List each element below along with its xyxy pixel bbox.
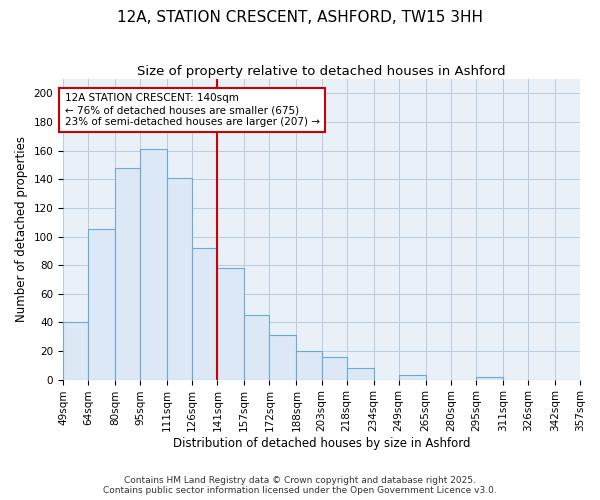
Bar: [88, 230, 115, 380]
Text: 12A, STATION CRESCENT, ASHFORD, TW15 3HH: 12A, STATION CRESCENT, ASHFORD, TW15 3HH: [117, 10, 483, 25]
Y-axis label: Number of detached properties: Number of detached properties: [15, 136, 28, 322]
Bar: [63, 322, 88, 380]
Bar: [167, 178, 192, 380]
Text: Contains HM Land Registry data © Crown copyright and database right 2025.
Contai: Contains HM Land Registry data © Crown c…: [103, 476, 497, 495]
Bar: [296, 351, 322, 380]
Title: Size of property relative to detached houses in Ashford: Size of property relative to detached ho…: [137, 65, 506, 78]
Text: 12A STATION CRESCENT: 140sqm
← 76% of detached houses are smaller (675)
23% of s: 12A STATION CRESCENT: 140sqm ← 76% of de…: [65, 94, 320, 126]
X-axis label: Distribution of detached houses by size in Ashford: Distribution of detached houses by size …: [173, 437, 470, 450]
Bar: [476, 376, 503, 380]
Bar: [399, 376, 425, 380]
Bar: [347, 368, 374, 380]
Bar: [244, 315, 269, 380]
Bar: [192, 248, 217, 380]
Bar: [269, 335, 296, 380]
Bar: [115, 168, 140, 380]
Bar: [322, 356, 347, 380]
Bar: [140, 150, 167, 380]
Bar: [217, 268, 244, 380]
